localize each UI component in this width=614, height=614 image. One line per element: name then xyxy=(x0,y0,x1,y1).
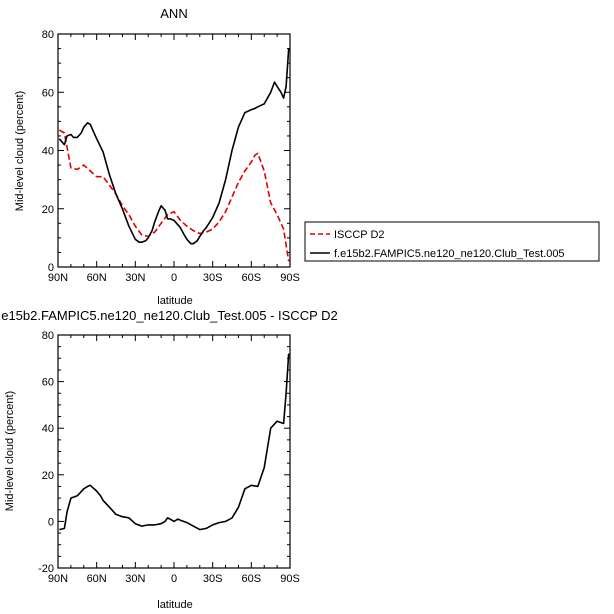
legend-box xyxy=(304,221,600,262)
chart2-y-tick-label: 0 xyxy=(48,516,54,528)
legend-label-model: f.e15b2.FAMPIC5.ne120_ne120.Club_Test.00… xyxy=(334,248,565,260)
chart1-y-tick-label: 40 xyxy=(42,146,54,158)
chart1-series-model-line xyxy=(58,48,290,245)
chart2-x-tick-label: 90S xyxy=(280,573,300,585)
chart2-x-tick-label: 60S xyxy=(242,573,262,585)
chart2-x-tick-label: 30N xyxy=(125,573,145,585)
chart1-x-tick-label: 90S xyxy=(280,272,300,284)
chart1-frame xyxy=(57,33,291,268)
chart2-title: f.e15b2.FAMPIC5.ne120_ne120.Club_Test.00… xyxy=(0,308,338,323)
chart2-x-tick-label: 0 xyxy=(171,573,177,585)
chart2-y-tick-label: 80 xyxy=(42,330,54,342)
chart2-xlabel: latitude xyxy=(157,599,192,611)
chart2-frame xyxy=(57,334,291,569)
chart2-x-tick-label: 30S xyxy=(203,573,223,585)
chart2-x-tick-label: 60N xyxy=(87,573,107,585)
chart1-x-tick-label: 30N xyxy=(125,272,145,284)
chart1-legend: ISCCP D2 f.e15b2.FAMPIC5.ne120_ne120.Clu… xyxy=(304,221,600,262)
chart2-x-tick-label: 90N xyxy=(48,573,68,585)
chart1-y-tick-label: 60 xyxy=(42,87,54,99)
chart2-y-tick-label: -20 xyxy=(38,563,54,575)
chart1-y-tick-label: 0 xyxy=(48,262,54,274)
chart1-x-tick-label: 90N xyxy=(48,272,68,284)
chart2-y-tick-label: 40 xyxy=(42,423,54,435)
chart1-title: ANN xyxy=(160,6,187,21)
chart1-series-isccp-d2-line xyxy=(58,129,290,262)
chart1-x-tick-label: 60S xyxy=(242,272,262,284)
chart1-xlabel: latitude xyxy=(157,295,192,307)
chart1-y-tick-label: 20 xyxy=(42,204,54,216)
chart2-y-tick-label: 60 xyxy=(42,377,54,389)
chart1-ylabel: Mid-level cloud (percent) xyxy=(14,91,26,211)
chart1-x-tick-label: 0 xyxy=(171,272,177,284)
chart1-x-tick-label: 60N xyxy=(87,272,107,284)
chart1-y-tick-label: 80 xyxy=(42,29,54,41)
chart2-ylabel: Mid-level cloud (percent) xyxy=(4,391,16,511)
chart2-y-tick-label: 20 xyxy=(42,470,54,482)
chart1-x-tick-label: 30S xyxy=(203,272,223,284)
legend-label-isccp: ISCCP D2 xyxy=(334,229,385,241)
chart2-series-model-minus-isccp-line xyxy=(59,353,290,531)
